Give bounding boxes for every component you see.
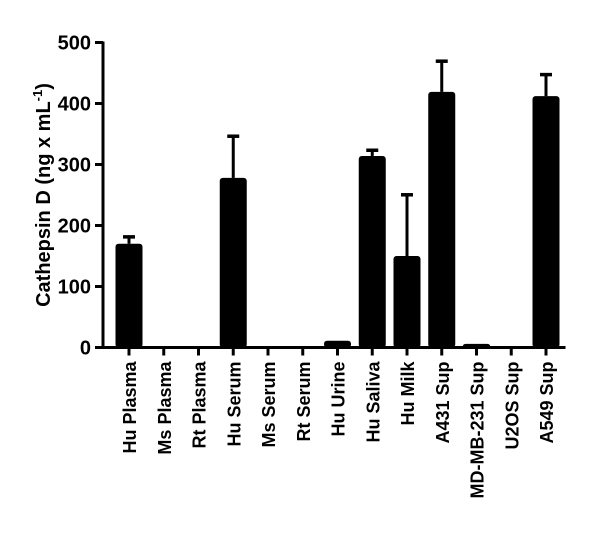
bar-hu-serum — [219, 177, 247, 348]
x-tick-label: Ms Plasma — [155, 361, 175, 455]
x-tick-label: Hu Saliva — [363, 361, 383, 443]
y-tick-label: 300 — [58, 155, 91, 177]
x-tick-label: Hu Urine — [329, 362, 349, 437]
x-tick-label: Rt Plasma — [190, 361, 210, 449]
bar-a431-sup — [428, 91, 456, 348]
y-axis: 0 100 200 300 400 500 — [58, 33, 105, 360]
x-tick-label: Hu Milk — [398, 361, 418, 426]
y-tick-label: 500 — [58, 33, 91, 55]
x-tick-label: Hu Serum — [224, 362, 244, 447]
x-tick-label: Rt Serum — [294, 362, 314, 442]
x-tick-label: A549 Sup — [537, 361, 557, 443]
y-axis-label: Cathepsin D (ng x mL-1) — [30, 83, 55, 307]
x-tick-label: Ms Serum — [259, 362, 279, 448]
x-tick-label: U2OS Sup — [502, 361, 522, 449]
bar-hu-plasma — [115, 243, 143, 348]
bar-a549-sup — [532, 96, 560, 348]
y-tick-label: 200 — [58, 216, 91, 238]
y-tick-label: 400 — [58, 94, 91, 116]
y-tick-label: 100 — [58, 277, 91, 299]
y-tick-label: 0 — [80, 338, 91, 360]
x-tick-label: A431 Sup — [433, 361, 453, 443]
bar-hu-saliva — [358, 155, 386, 348]
bar-hu-urine — [324, 340, 351, 348]
x-tick-label: MD-MB-231 Sup — [468, 362, 488, 499]
x-tick-label: Hu Plasma — [120, 361, 140, 454]
bar-hu-milk — [393, 256, 421, 348]
x-axis: Hu Plasma Ms Plasma Rt Plasma Hu Serum Ms Se… — [101, 346, 566, 499]
bars — [115, 59, 560, 349]
